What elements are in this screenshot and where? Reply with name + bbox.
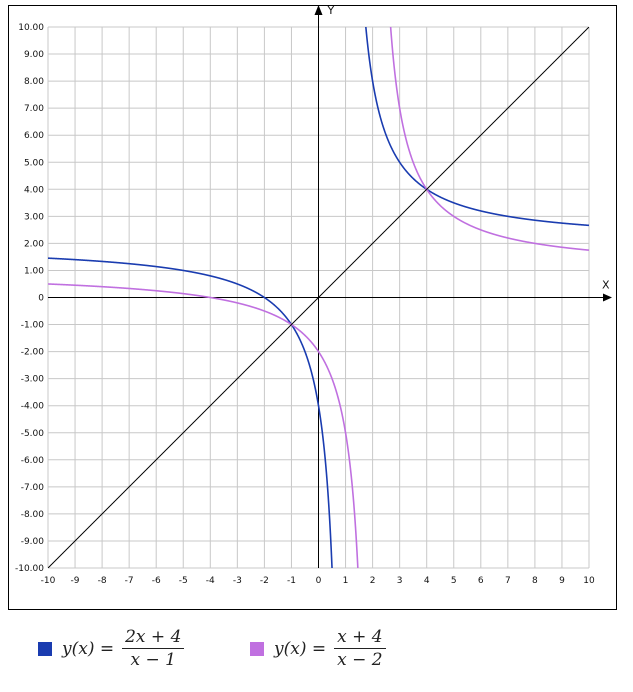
y-tick-label: 9.00 [24, 50, 44, 60]
y-tick-label: -1.00 [21, 321, 45, 331]
y-tick-label: 0 [38, 294, 44, 304]
y-tick-label: -5.00 [21, 429, 45, 439]
x-tick-label: 3 [397, 576, 403, 586]
y-tick-label: -2.00 [21, 348, 45, 358]
series-line-1 [48, 283, 359, 568]
x-tick-label: 7 [505, 576, 511, 586]
x-tick-label: -5 [179, 576, 188, 586]
x-tick-label: -3 [233, 576, 242, 586]
legend-fraction: 2x + 4 x − 1 [122, 626, 185, 671]
legend-numerator: 2x + 4 [122, 626, 185, 649]
x-tick-label: -8 [98, 576, 107, 586]
y-axis-arrow-icon [314, 5, 323, 15]
y-tick-label: 10.00 [18, 23, 44, 33]
y-tick-label: 3.00 [24, 212, 44, 222]
legend-numerator: x + 4 [334, 626, 386, 649]
y-tick-label: 4.00 [24, 185, 44, 195]
chart-frame [8, 5, 617, 610]
y-tick-label: 6.00 [24, 131, 44, 141]
x-tick-label: -1 [287, 576, 296, 586]
legend-denominator: x − 2 [337, 650, 383, 670]
plot-area: XY-10 -9 -8 -7 -6 -5 -4 -3 -2 -1 0 1 2 3 4 5 6 7 8 9 1010.00… [15, 4, 612, 586]
y-tick-label: 5.00 [24, 158, 44, 168]
series-line-1 [389, 27, 589, 251]
x-tick-label: -10 [41, 576, 56, 586]
x-tick-label: 5 [451, 576, 457, 586]
y-tick-label: 2.00 [24, 239, 44, 249]
y-tick-label: -10.00 [15, 564, 44, 574]
legend-item-blue: y(x) = 2x + 4 x − 1 [38, 626, 185, 671]
legend-swatch-purple [250, 641, 264, 656]
y-tick-label: -6.00 [21, 456, 45, 466]
y-tick-label: -9.00 [21, 537, 45, 547]
x-tick-label: -4 [206, 576, 215, 586]
y-tick-label: 7.00 [24, 104, 44, 114]
legend-denominator: x − 1 [130, 650, 176, 670]
x-tick-label: 8 [532, 576, 538, 586]
x-tick-label: -2 [260, 576, 269, 586]
x-tick-label: 2 [370, 576, 376, 586]
x-axis-arrow-icon [603, 293, 612, 302]
x-axis-label: X [602, 279, 610, 292]
y-tick-label: -8.00 [21, 510, 45, 520]
x-tick-label: 9 [559, 576, 565, 586]
series-line-2 [48, 27, 589, 568]
y-tick-label: -4.00 [21, 402, 45, 412]
legend-swatch-blue [38, 641, 52, 656]
y-tick-label: -3.00 [21, 375, 45, 385]
series-line-0 [365, 27, 589, 227]
x-tick-label: 1 [343, 576, 349, 586]
x-tick-label: -9 [71, 576, 80, 586]
x-tick-label: -6 [152, 576, 161, 586]
x-tick-label: 6 [478, 576, 484, 586]
y-tick-label: -7.00 [21, 483, 45, 493]
x-tick-label: 10 [583, 576, 595, 586]
x-tick-label: -7 [125, 576, 134, 586]
x-tick-label: 4 [424, 576, 430, 586]
x-tick-label: 0 [316, 576, 322, 586]
y-tick-label: 1.00 [24, 266, 44, 276]
y-tick-label: 8.00 [24, 77, 44, 87]
legend-lhs: y(x) = [274, 638, 327, 659]
series-line-0 [48, 257, 333, 568]
legend-lhs: y(x) = [62, 638, 115, 659]
y-axis-label: Y [327, 4, 335, 17]
legend-item-purple: y(x) = x + 4 x − 2 [250, 626, 386, 671]
legend-fraction: x + 4 x − 2 [334, 626, 386, 671]
